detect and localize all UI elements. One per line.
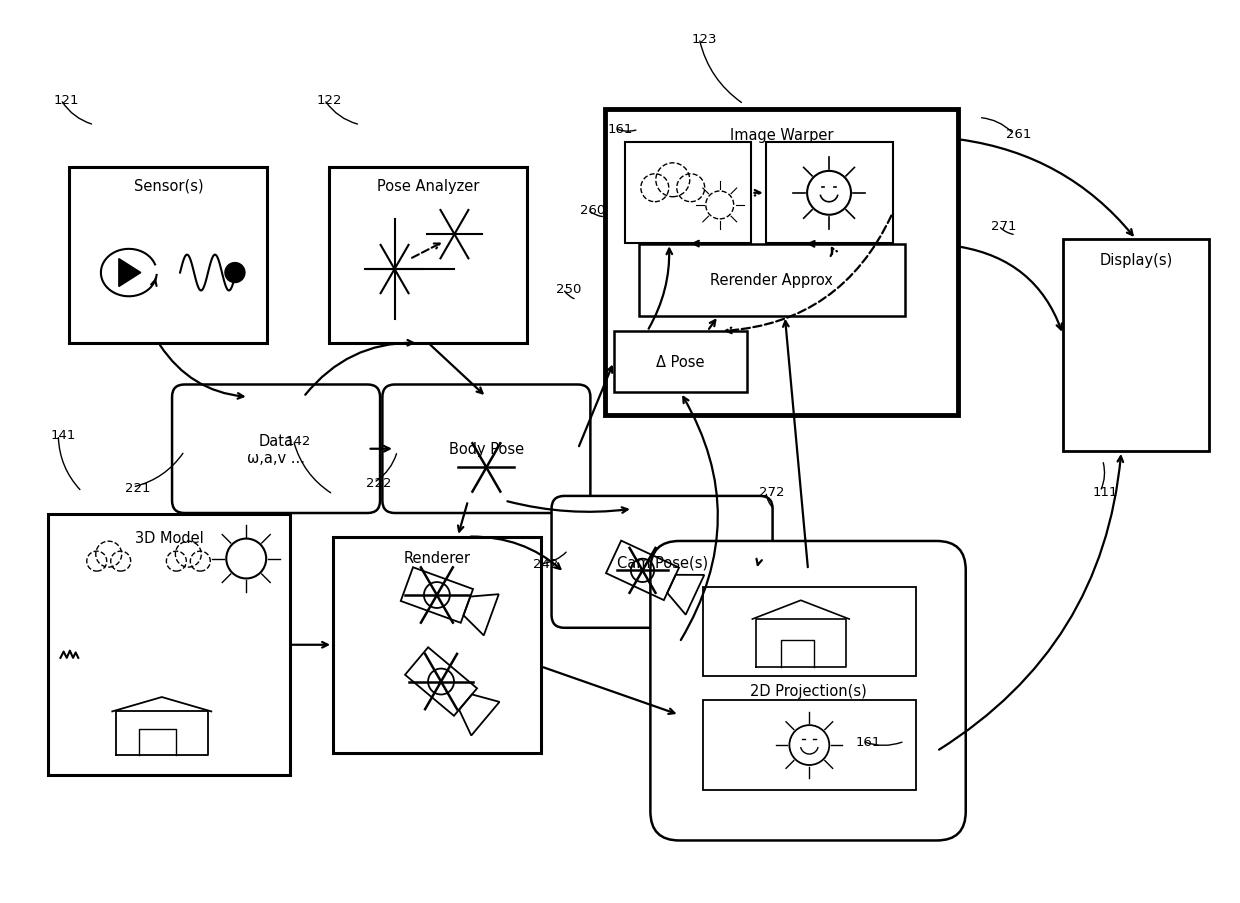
Text: 122: 122: [317, 94, 342, 107]
Text: 142: 142: [286, 434, 311, 447]
Text: 111: 111: [1092, 486, 1118, 498]
Text: 222: 222: [366, 477, 392, 489]
Text: Body Pose: Body Pose: [449, 442, 525, 457]
Text: Δ Pose: Δ Pose: [656, 355, 704, 370]
Text: Renderer: Renderer: [403, 550, 470, 565]
Text: 121: 121: [53, 94, 79, 107]
Bar: [703, 701, 916, 790]
Text: 123: 123: [692, 33, 717, 46]
Text: Data
ω,a,v ...: Data ω,a,v ...: [247, 433, 305, 465]
Text: 3D Model: 3D Model: [135, 530, 203, 545]
Text: 272: 272: [759, 486, 784, 498]
Bar: [334, 537, 541, 753]
Text: 261: 261: [1006, 128, 1032, 141]
Text: 221: 221: [125, 481, 150, 494]
Circle shape: [224, 264, 246, 284]
Polygon shape: [119, 259, 141, 287]
Text: 161: 161: [608, 123, 632, 135]
Text: 161: 161: [856, 735, 880, 748]
FancyBboxPatch shape: [650, 542, 966, 841]
Bar: [69, 168, 268, 343]
Text: 2D Projection(s): 2D Projection(s): [750, 684, 867, 698]
Bar: [1063, 240, 1209, 452]
Bar: [330, 168, 527, 343]
Text: Rerender Approx: Rerender Approx: [711, 273, 833, 288]
Text: Sensor(s): Sensor(s): [134, 179, 203, 193]
Text: Display(s): Display(s): [1100, 253, 1173, 267]
Bar: [765, 143, 893, 244]
Text: 271: 271: [991, 220, 1017, 233]
Bar: [625, 143, 751, 244]
FancyBboxPatch shape: [382, 385, 590, 514]
Text: 250: 250: [556, 283, 582, 296]
Text: Image Warper: Image Warper: [729, 128, 833, 143]
Text: Pose Analyzer: Pose Analyzer: [377, 179, 480, 193]
Bar: [48, 515, 290, 776]
FancyBboxPatch shape: [172, 385, 379, 514]
Text: Cam Pose(s): Cam Pose(s): [616, 554, 708, 570]
Bar: [605, 109, 957, 415]
Text: 260: 260: [580, 204, 605, 217]
Bar: [639, 245, 904, 316]
Bar: [614, 331, 748, 393]
FancyBboxPatch shape: [552, 497, 773, 628]
Text: 242: 242: [533, 557, 559, 571]
Text: 141: 141: [51, 429, 76, 442]
Bar: [703, 587, 916, 676]
